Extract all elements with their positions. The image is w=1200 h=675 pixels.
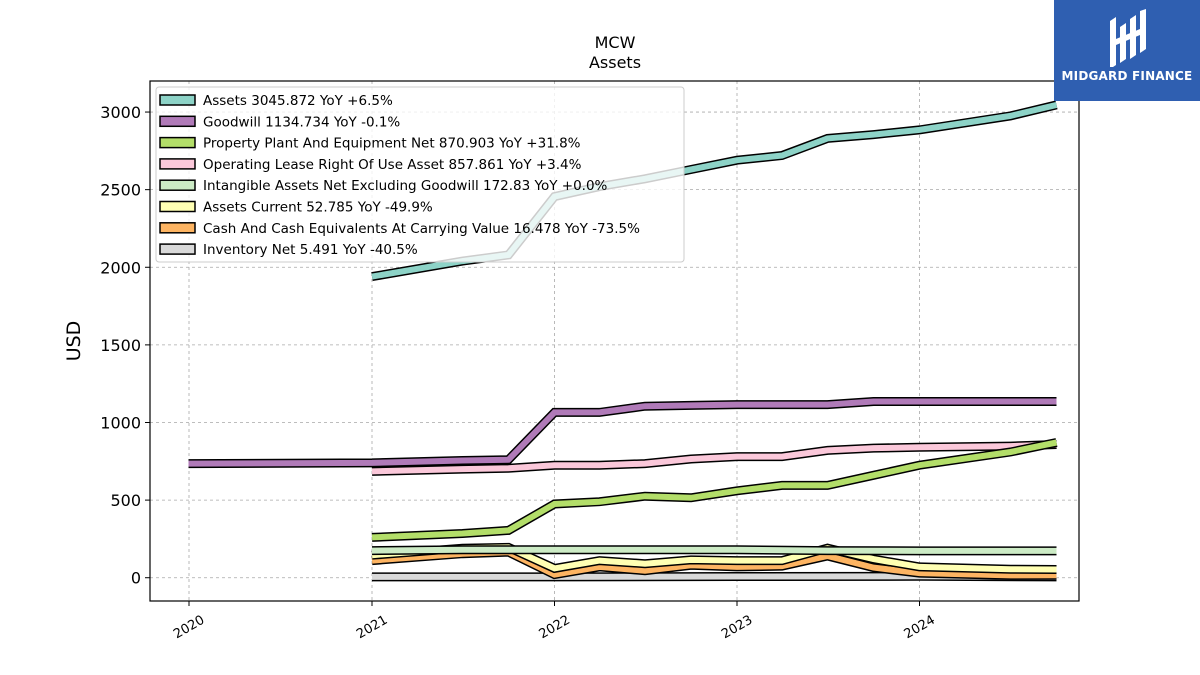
legend-label: Operating Lease Right Of Use Asset 857.8…: [203, 157, 582, 173]
y-tick-label: 3000: [100, 103, 141, 122]
y-tick-label: 1000: [100, 413, 141, 432]
legend-swatch: [159, 115, 196, 128]
series-line: [371, 439, 1058, 541]
legend-box: [155, 86, 685, 263]
series-property-plant-and-equipment-net: [371, 438, 1058, 542]
legend-swatch: [159, 94, 196, 106]
legend-label: Assets 3045.872 YoY +6.5%: [203, 93, 393, 109]
y-tick-label: 500: [110, 491, 141, 510]
legend-label: Intangible Assets Net Excluding Goodwill…: [203, 178, 608, 194]
series-goodwill: [188, 397, 1057, 469]
series-intangible-assets-net-excluding-goodwill: [371, 545, 1057, 556]
series-line: [371, 441, 1057, 475]
y-tick-label: 0: [131, 569, 141, 588]
x-axis: 2020 2021 2022 2023 2024: [171, 601, 938, 642]
legend-swatch: [159, 243, 196, 255]
x-tick-label: 2022: [537, 613, 573, 643]
legend-label: Goodwill 1134.734 YoY -0.1%: [203, 114, 400, 130]
legend-swatch: [159, 136, 196, 149]
plot-frame: [149, 80, 1080, 602]
legend-label: Assets Current 52.785 YoY -49.9%: [203, 200, 433, 216]
series-lines: [188, 100, 1058, 582]
x-tick-label: 2023: [719, 613, 755, 643]
legend-label: Inventory Net 5.491 YoY -40.5%: [203, 242, 418, 258]
series-line: [371, 546, 1057, 554]
legend-swatch: [159, 179, 196, 191]
midgard-finance-logo: MIDGARD FINANCE: [1054, 0, 1200, 101]
chart-subtitle: Assets: [589, 53, 641, 72]
series-line: [371, 549, 1057, 579]
y-axis-label: USD: [63, 321, 85, 362]
y-tick-label: 1500: [100, 336, 141, 355]
series-operating-lease-right-of-use-asset: [371, 440, 1057, 476]
x-tick-label: 2021: [354, 613, 390, 643]
x-tick-label: 2020: [171, 613, 207, 643]
y-tick-label: 2000: [100, 258, 141, 277]
legend-swatch: [159, 158, 196, 170]
legend-swatch: [159, 222, 196, 234]
legend: Assets 3045.872 YoY +6.5% Goodwill 1134.7…: [155, 86, 685, 263]
series-cash-and-cash-equivalents-at-carrying-value: [371, 547, 1057, 580]
x-tick-label: 2024: [902, 613, 938, 643]
legend-label: Cash And Cash Equivalents At Carrying Va…: [203, 221, 640, 237]
legend-label: Property Plant And Equipment Net 870.903…: [203, 136, 581, 152]
logo-text: MIDGARD FINANCE: [1061, 69, 1193, 83]
chart-title: MCW: [595, 33, 636, 52]
series-line: [188, 398, 1057, 467]
legend-swatch: [159, 200, 196, 213]
midgard-logo-icon: [1110, 9, 1146, 67]
y-tick-label: 2500: [100, 181, 141, 200]
y-axis: 0 500 1000 1500 2000 2500 3000: [100, 103, 150, 588]
